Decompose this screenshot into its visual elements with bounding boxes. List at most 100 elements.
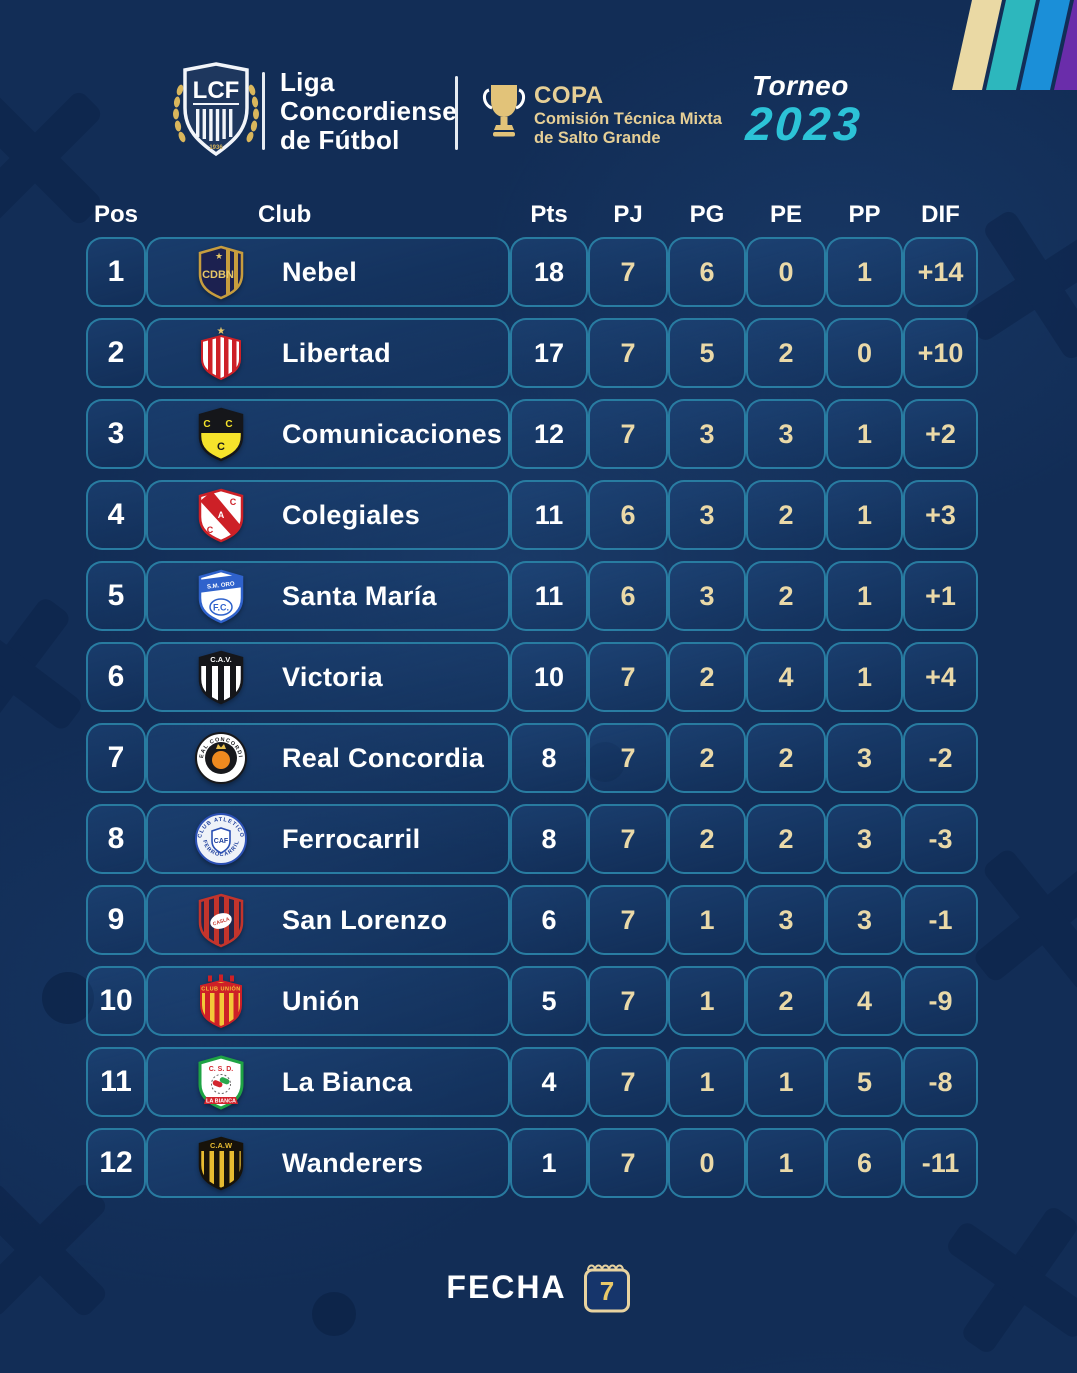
header-divider <box>262 72 265 150</box>
club-cell: CLUB UNIÓN Unión <box>146 966 510 1036</box>
svg-text:C: C <box>207 525 214 535</box>
club-name: Wanderers <box>282 1147 424 1178</box>
points-cell: 4 <box>510 1047 588 1117</box>
svg-text:LCF: LCF <box>193 77 240 104</box>
lcf-league-logo: LCF 1936 <box>173 62 259 157</box>
points-cell: 1 <box>510 1128 588 1198</box>
column-header-pp: PP <box>848 201 881 228</box>
comunicaciones-badge-icon: C C C <box>194 406 248 462</box>
losses-cell: 5 <box>826 1047 903 1117</box>
laurel-wreath-icon <box>173 84 259 143</box>
tournament-year: 2023 <box>744 97 865 150</box>
losses-cell: 3 <box>826 804 903 874</box>
table-row: 12 C.A.W <box>86 1128 978 1198</box>
losses-cell: 3 <box>826 885 903 955</box>
played-cell: 7 <box>588 723 668 793</box>
club-name: San Lorenzo <box>282 904 448 935</box>
svg-text:LA BIANCA: LA BIANCA <box>206 1099 236 1105</box>
draws-cell: 3 <box>746 399 826 469</box>
column-header-dif: DIF <box>921 201 960 228</box>
svg-text:CASLA: CASLA <box>212 916 231 927</box>
goal-diff-cell: -9 <box>903 966 978 1036</box>
wins-cell: 2 <box>668 642 746 712</box>
club-name: Unión <box>282 985 360 1016</box>
position-cell: 3 <box>86 399 146 469</box>
club-cell: C C C Comunicaciones <box>146 399 510 469</box>
cup-subtitle: de Salto Grande <box>534 129 661 147</box>
goal-diff-cell: -2 <box>903 723 978 793</box>
union-badge-icon: CLUB UNIÓN <box>194 973 248 1029</box>
wins-cell: 1 <box>668 885 746 955</box>
la-bianca-badge-icon: C. S. D. LA BIANCA <box>194 1054 248 1110</box>
goal-diff-cell: +4 <box>903 642 978 712</box>
league-name-line: Liga <box>280 67 335 97</box>
club-name: Colegiales <box>282 499 421 530</box>
position-cell: 8 <box>86 804 146 874</box>
corner-stripes-decoration <box>952 0 1077 90</box>
table-rows: 1 ★ CDBN Nebel 18 7 6 0 1 +14 <box>86 237 978 1198</box>
cup-title-block: COPA Comisión Técnica Mixta de Salto Gra… <box>534 82 722 148</box>
position-cell: 9 <box>86 885 146 955</box>
draws-cell: 0 <box>746 237 826 307</box>
wins-cell: 6 <box>668 237 746 307</box>
svg-text:CDBN: CDBN <box>202 269 234 281</box>
goal-diff-cell: +10 <box>903 318 978 388</box>
points-cell: 12 <box>510 399 588 469</box>
position-cell: 10 <box>86 966 146 1036</box>
played-cell: 7 <box>588 1047 668 1117</box>
table-row: 4 C A C Colegiales 11 6 3 2 1 <box>86 480 978 550</box>
table-row: 3 C C C Comunicaciones 12 7 3 3 1 +2 <box>86 399 978 469</box>
played-cell: 7 <box>588 318 668 388</box>
cup-title: COPA <box>534 82 604 109</box>
tournament-label: Torneo <box>752 70 849 101</box>
svg-text:C C: C C <box>203 419 238 430</box>
colegiales-badge-icon: C A C <box>194 487 248 543</box>
losses-cell: 1 <box>826 237 903 307</box>
column-header-pj: PJ <box>613 201 643 228</box>
draws-cell: 2 <box>746 804 826 874</box>
wanderers-badge-icon: C.A.W <box>194 1135 248 1191</box>
club-name: Ferrocarril <box>282 823 421 854</box>
matchday-label: FECHA <box>446 1268 567 1305</box>
club-name: Comunicaciones <box>282 418 503 449</box>
column-header-pos: Pos <box>93 201 138 228</box>
header-divider <box>455 76 458 150</box>
wins-cell: 3 <box>668 399 746 469</box>
club-name: Santa María <box>282 580 437 611</box>
position-cell: 11 <box>86 1047 146 1117</box>
points-cell: 11 <box>510 480 588 550</box>
club-name: Real Concordia <box>282 742 485 773</box>
draws-cell: 2 <box>746 561 826 631</box>
matchday-footer: FECHA 7 <box>0 1260 1077 1314</box>
svg-text:★: ★ <box>217 326 226 337</box>
draws-cell: 1 <box>746 1128 826 1198</box>
svg-text:1936: 1936 <box>209 145 223 151</box>
svg-text:S.M. ORO: S.M. ORO <box>207 581 236 590</box>
losses-cell: 4 <box>826 966 903 1036</box>
played-cell: 7 <box>588 804 668 874</box>
svg-text:★: ★ <box>215 251 223 261</box>
losses-cell: 1 <box>826 642 903 712</box>
club-name: La Bianca <box>282 1066 413 1097</box>
club-cell: CLUB ATLETICO FERROCARRIL CAF Ferrocarri… <box>146 804 510 874</box>
club-name: Libertad <box>282 337 391 368</box>
played-cell: 7 <box>588 237 668 307</box>
table-row: 11 C. S. D. LA BIANCA La Bianca 4 7 <box>86 1047 978 1117</box>
goal-diff-cell: -8 <box>903 1047 978 1117</box>
wins-cell: 1 <box>668 966 746 1036</box>
points-cell: 10 <box>510 642 588 712</box>
draws-cell: 2 <box>746 318 826 388</box>
played-cell: 7 <box>588 1128 668 1198</box>
position-cell: 5 <box>86 561 146 631</box>
club-cell: C A C Colegiales <box>146 480 510 550</box>
losses-cell: 1 <box>826 480 903 550</box>
ferrocarril-badge-icon: CLUB ATLETICO FERROCARRIL CAF <box>194 811 248 867</box>
losses-cell: 1 <box>826 561 903 631</box>
league-name-line: Concordiense <box>280 96 457 126</box>
table-row: 2 ★ Libertad 17 7 5 <box>86 318 978 388</box>
club-cell: C.A.W Wanderers <box>146 1128 510 1198</box>
svg-text:C. S. D.: C. S. D. <box>209 1066 234 1073</box>
table-row: 5 S.M. ORO F.C. Santa María 11 6 3 2 <box>86 561 978 631</box>
club-name: Nebel <box>282 256 358 287</box>
wins-cell: 5 <box>668 318 746 388</box>
